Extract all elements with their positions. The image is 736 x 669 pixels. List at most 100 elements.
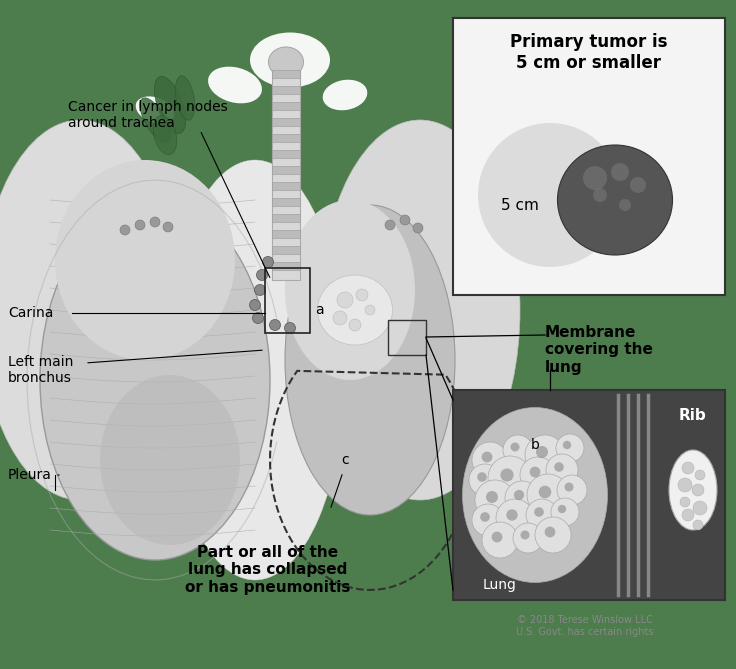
Circle shape xyxy=(695,470,705,480)
Bar xyxy=(272,182,300,190)
Circle shape xyxy=(472,442,508,478)
Text: Left main
bronchus: Left main bronchus xyxy=(8,355,74,385)
Text: © 2018 Terese Winslow LLC
U.S. Govt. has certain rights: © 2018 Terese Winslow LLC U.S. Govt. has… xyxy=(516,615,654,637)
Ellipse shape xyxy=(669,450,717,530)
Text: Membrane
covering the
lung: Membrane covering the lung xyxy=(545,325,653,375)
Circle shape xyxy=(496,499,534,537)
Circle shape xyxy=(163,222,173,232)
Ellipse shape xyxy=(557,145,673,255)
Circle shape xyxy=(554,462,564,472)
Text: c: c xyxy=(342,453,349,467)
Circle shape xyxy=(520,457,556,493)
Circle shape xyxy=(257,270,267,280)
Circle shape xyxy=(558,505,566,513)
Ellipse shape xyxy=(155,76,185,134)
Circle shape xyxy=(539,486,551,498)
Circle shape xyxy=(545,527,556,537)
Ellipse shape xyxy=(175,76,195,120)
Ellipse shape xyxy=(322,80,367,110)
Circle shape xyxy=(477,472,486,482)
Bar xyxy=(453,390,725,600)
Ellipse shape xyxy=(165,160,345,580)
Circle shape xyxy=(356,289,368,301)
Text: a: a xyxy=(315,303,324,317)
Bar xyxy=(388,320,426,355)
Circle shape xyxy=(593,188,607,202)
Circle shape xyxy=(583,166,607,190)
Circle shape xyxy=(472,504,504,536)
Circle shape xyxy=(469,464,501,496)
Circle shape xyxy=(333,311,347,325)
Ellipse shape xyxy=(317,275,392,345)
Circle shape xyxy=(536,446,548,458)
Ellipse shape xyxy=(269,47,303,77)
Circle shape xyxy=(551,498,579,526)
Text: Carina: Carina xyxy=(8,306,54,320)
Ellipse shape xyxy=(320,120,520,500)
Bar xyxy=(272,102,300,110)
Ellipse shape xyxy=(0,120,180,500)
Circle shape xyxy=(482,522,518,558)
Ellipse shape xyxy=(40,200,270,560)
Circle shape xyxy=(505,481,539,515)
Text: Rib: Rib xyxy=(679,407,707,423)
Circle shape xyxy=(486,491,498,503)
Circle shape xyxy=(527,474,569,516)
Circle shape xyxy=(506,509,517,520)
Text: Lung: Lung xyxy=(483,578,517,592)
Circle shape xyxy=(511,442,520,452)
Circle shape xyxy=(285,322,295,334)
Text: Part or all of the
lung has collapsed
or has pneumonitis: Part or all of the lung has collapsed or… xyxy=(185,545,350,595)
Circle shape xyxy=(611,163,629,181)
Circle shape xyxy=(534,507,544,516)
Circle shape xyxy=(250,300,261,310)
Circle shape xyxy=(349,319,361,331)
Circle shape xyxy=(514,490,524,500)
Circle shape xyxy=(400,215,410,225)
Circle shape xyxy=(475,480,515,520)
Ellipse shape xyxy=(100,375,240,545)
Ellipse shape xyxy=(250,33,330,88)
Text: Primary tumor is
5 cm or smaller: Primary tumor is 5 cm or smaller xyxy=(510,33,668,72)
Circle shape xyxy=(488,456,532,500)
Circle shape xyxy=(337,292,353,308)
Circle shape xyxy=(682,509,694,521)
Circle shape xyxy=(500,468,514,482)
Circle shape xyxy=(480,512,489,522)
Circle shape xyxy=(557,475,587,505)
Circle shape xyxy=(682,462,694,474)
Circle shape xyxy=(619,199,631,211)
Ellipse shape xyxy=(135,96,174,124)
Circle shape xyxy=(478,123,622,267)
Bar xyxy=(453,18,725,295)
Circle shape xyxy=(413,223,423,233)
Circle shape xyxy=(535,517,571,553)
Circle shape xyxy=(365,305,375,315)
Bar xyxy=(272,150,300,158)
Ellipse shape xyxy=(285,200,415,380)
Circle shape xyxy=(526,499,558,531)
Bar xyxy=(272,134,300,142)
Text: 5 cm: 5 cm xyxy=(501,197,539,213)
Bar xyxy=(272,86,300,94)
Circle shape xyxy=(492,532,503,543)
Bar xyxy=(272,214,300,222)
Circle shape xyxy=(530,466,540,478)
Circle shape xyxy=(135,220,145,230)
Circle shape xyxy=(693,520,703,530)
Circle shape xyxy=(513,523,543,553)
Circle shape xyxy=(255,284,266,296)
Circle shape xyxy=(692,484,704,496)
Circle shape xyxy=(556,434,584,462)
Circle shape xyxy=(252,312,263,324)
Ellipse shape xyxy=(55,160,235,360)
Bar xyxy=(272,262,300,270)
Ellipse shape xyxy=(140,98,170,142)
Ellipse shape xyxy=(285,205,455,515)
Ellipse shape xyxy=(462,407,607,583)
Bar xyxy=(272,60,300,280)
Bar xyxy=(272,70,300,78)
Circle shape xyxy=(563,441,571,449)
Bar xyxy=(272,230,300,238)
Circle shape xyxy=(120,225,130,235)
